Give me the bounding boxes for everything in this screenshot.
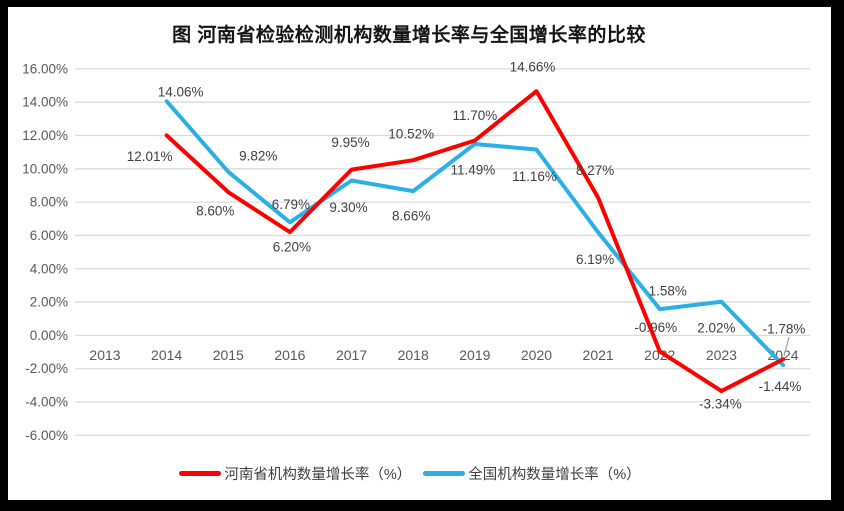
legend-swatch-henan-line [179,471,222,476]
y-axis-tick-label: 2.00% [30,295,68,310]
y-axis-tick-label: 6.00% [30,228,68,243]
x-axis-tick-label: 2019 [459,347,490,363]
data-label: 11.49% [450,163,495,178]
data-label: -1.44% [759,379,802,394]
national-series-line [164,99,786,368]
x-axis-tick-label: 2014 [151,347,182,363]
x-axis-tick-label: 2020 [521,347,552,363]
data-label: 6.79% [272,197,310,212]
data-label: 11.16% [512,169,557,184]
x-axis-tick-label: 2013 [89,347,120,363]
chart-title: 图 河南省检验检测机构数量增长率与全国增长率的比较 [172,25,646,46]
data-label: 6.20% [273,240,311,255]
label-leader-line [783,336,790,357]
legend: 河南省机构数量增长率（%） 全国机构数量增长率（%） [0,463,820,484]
data-label: 11.70% [452,108,497,123]
data-label: 14.06% [158,85,204,100]
legend-label-henan: 河南省机构数量增长率（%） [224,467,412,483]
data-label: 8.60% [196,204,234,219]
legend-item-henan: 河南省机构数量增长率（%） [179,463,411,484]
chart-canvas [8,7,831,500]
data-label: 8.66% [392,209,430,224]
y-axis-tick-label: 0.00% [30,328,68,343]
y-axis-tick-label: 4.00% [30,261,68,276]
y-axis-tick-label: 10.00% [22,161,68,176]
data-label: 9.95% [331,135,369,150]
data-label: -0.96% [634,320,677,335]
legend-item-national: 全国机构数量增长率（%） [423,463,641,484]
x-axis-tick-label: 2018 [398,347,429,363]
data-label: 14.66% [510,60,556,75]
legend-label-national: 全国机构数量增长率（%） [468,467,641,483]
y-axis-tick-label: -4.00% [25,395,68,410]
henan-series-line [164,89,786,394]
y-axis-tick-label: 14.00% [22,95,68,110]
y-axis-tick-label: 12.00% [22,128,68,143]
data-label: 9.30% [329,200,367,215]
data-label: 12.01% [127,149,173,164]
data-label: -3.34% [699,397,742,412]
data-label: 10.52% [388,127,434,142]
y-axis-tick-label: -6.00% [25,428,68,443]
x-axis-tick-label: 2017 [336,347,367,363]
data-label: 1.58% [649,284,687,299]
y-axis-tick-label: 8.00% [30,195,68,210]
data-label: 6.19% [576,252,614,267]
legend-swatch-national-line [423,471,466,476]
x-axis-tick-label: 2022 [644,347,675,363]
data-label: 9.82% [239,148,277,163]
x-axis-tick-label: 2015 [213,347,244,363]
x-axis-tick-label: 2021 [583,347,614,363]
data-label: 2.02% [697,320,735,335]
data-label: -1.78% [763,322,806,337]
x-axis-tick-label: 2023 [706,347,737,363]
data-label: 8.27% [576,163,614,178]
x-axis-tick-label: 2016 [274,347,305,363]
y-axis-tick-label: 16.00% [22,61,68,76]
y-axis-tick-label: -2.00% [25,361,68,376]
